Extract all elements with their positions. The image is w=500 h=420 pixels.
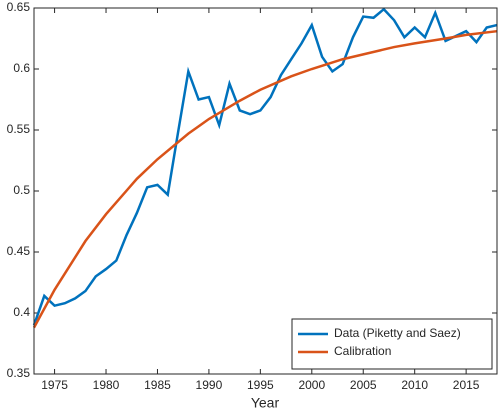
y-tick-label: 0.6	[13, 61, 30, 75]
legend-box	[291, 318, 493, 370]
data-line	[32, 29, 498, 329]
x-tick-label: 2005	[350, 378, 377, 392]
data-line	[32, 7, 498, 326]
y-tick-label: 0.55	[7, 122, 31, 136]
y-tick-label: 0.35	[7, 366, 31, 380]
x-tick-label: 1980	[93, 378, 120, 392]
plot-frame	[33, 7, 498, 375]
x-tick-label: 2010	[401, 378, 428, 392]
legend-label: Data (Piketty and Saez)	[334, 326, 461, 340]
y-tick-label: 0.45	[7, 244, 31, 258]
x-tick-label: 2015	[453, 378, 480, 392]
x-tick-label: 1990	[196, 378, 223, 392]
legend-label: Calibration	[334, 344, 391, 358]
x-tick-label: 2000	[298, 378, 325, 392]
y-tick-label: 0.65	[7, 0, 31, 14]
x-tick-label: 1975	[41, 378, 68, 392]
x-axis-label: Year	[251, 395, 280, 411]
x-tick-label: 1995	[247, 378, 274, 392]
y-tick-label: 0.5	[13, 183, 30, 197]
y-tick-label: 0.4	[13, 305, 30, 319]
x-tick-label: 1985	[144, 378, 171, 392]
